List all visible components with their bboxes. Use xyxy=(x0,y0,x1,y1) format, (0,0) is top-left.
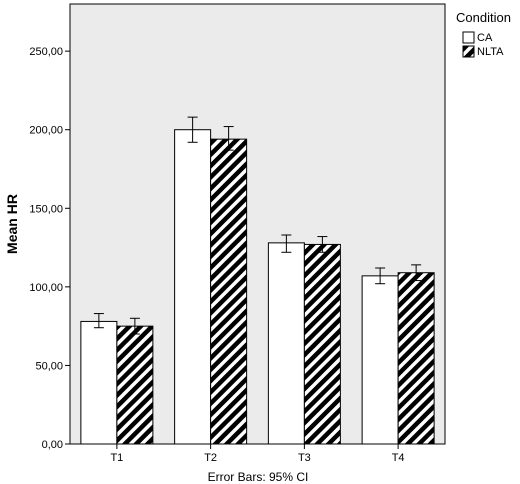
y-tick-label: 0,00 xyxy=(42,439,63,451)
bar-nlta-t2 xyxy=(210,138,248,445)
bars-group xyxy=(80,129,435,445)
x-axis: T1 T2 T3 T4 xyxy=(110,444,405,464)
legend-swatch-ca xyxy=(462,31,475,44)
y-axis: 0,00 50,00 100,00 150,00 200,00 250,00 xyxy=(29,46,70,451)
error-bars-note: Error Bars: 95% CI xyxy=(208,470,309,484)
bar-ca-t4 xyxy=(361,275,399,445)
bar-nlta-t4 xyxy=(397,272,435,445)
y-tick-label: 250,00 xyxy=(29,46,63,58)
y-tick-label: 50,00 xyxy=(35,360,63,372)
bar-ca-t2 xyxy=(174,129,212,445)
y-tick-label: 200,00 xyxy=(29,125,63,137)
bar-nlta-t1 xyxy=(116,325,154,445)
y-tick-label: 150,00 xyxy=(29,203,63,215)
legend-label-nlta: NLTA xyxy=(477,46,504,58)
legend-title: Condition xyxy=(456,10,511,25)
x-tick-label: T4 xyxy=(392,452,405,464)
bar-nlta-t3 xyxy=(303,243,341,445)
legend-label-ca: CA xyxy=(477,32,493,44)
bar-ca-t3 xyxy=(267,242,305,445)
x-tick-label: T1 xyxy=(110,452,123,464)
y-tick-label: 100,00 xyxy=(29,282,63,294)
legend-swatch-nlta xyxy=(462,45,475,58)
x-tick-label: T3 xyxy=(298,452,311,464)
legend: Condition CA NLTA xyxy=(456,10,511,58)
x-tick-label: T2 xyxy=(204,452,217,464)
bar-ca-t1 xyxy=(80,320,118,445)
error-bars-group xyxy=(93,116,422,335)
y-axis-title: Mean HR xyxy=(4,194,20,254)
